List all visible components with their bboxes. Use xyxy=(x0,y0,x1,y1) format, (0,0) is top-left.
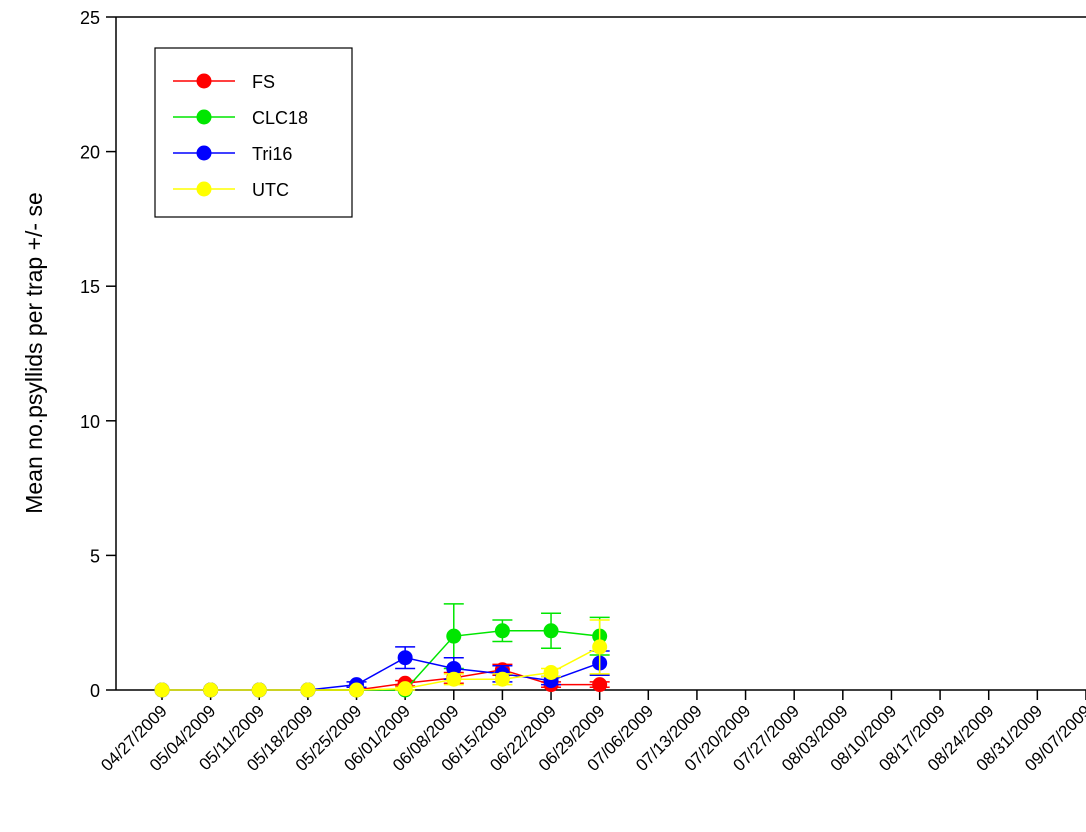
series-line xyxy=(162,656,600,691)
y-tick-label: 5 xyxy=(90,546,100,566)
marker xyxy=(203,682,219,698)
marker xyxy=(446,671,462,687)
legend-label: FS xyxy=(252,72,275,92)
y-tick-label: 20 xyxy=(80,143,100,163)
marker xyxy=(543,623,559,639)
marker xyxy=(251,682,267,698)
legend-marker xyxy=(196,145,212,161)
marker xyxy=(397,681,413,697)
legend-label: Tri16 xyxy=(252,144,292,164)
legend-marker xyxy=(196,73,212,89)
marker xyxy=(154,682,170,698)
y-tick-label: 0 xyxy=(90,681,100,701)
series-line xyxy=(162,669,600,691)
y-tick-label: 10 xyxy=(80,412,100,432)
legend-label: UTC xyxy=(252,180,289,200)
marker xyxy=(494,623,510,639)
series-line xyxy=(162,630,600,691)
marker xyxy=(592,639,608,655)
series-line xyxy=(162,646,601,691)
y-axis-label: Mean no.psyllids per trap +/- se xyxy=(21,192,47,514)
marker xyxy=(446,660,462,676)
legend-label: CLC18 xyxy=(252,108,308,128)
marker xyxy=(446,628,462,644)
legend-marker xyxy=(196,181,212,197)
marker xyxy=(494,671,510,687)
marker xyxy=(397,650,413,666)
marker xyxy=(349,682,365,698)
y-tick-label: 25 xyxy=(80,8,100,28)
y-tick-label: 15 xyxy=(80,277,100,297)
marker xyxy=(300,682,316,698)
marker xyxy=(592,677,608,693)
legend-marker xyxy=(196,109,212,125)
marker xyxy=(543,665,559,681)
